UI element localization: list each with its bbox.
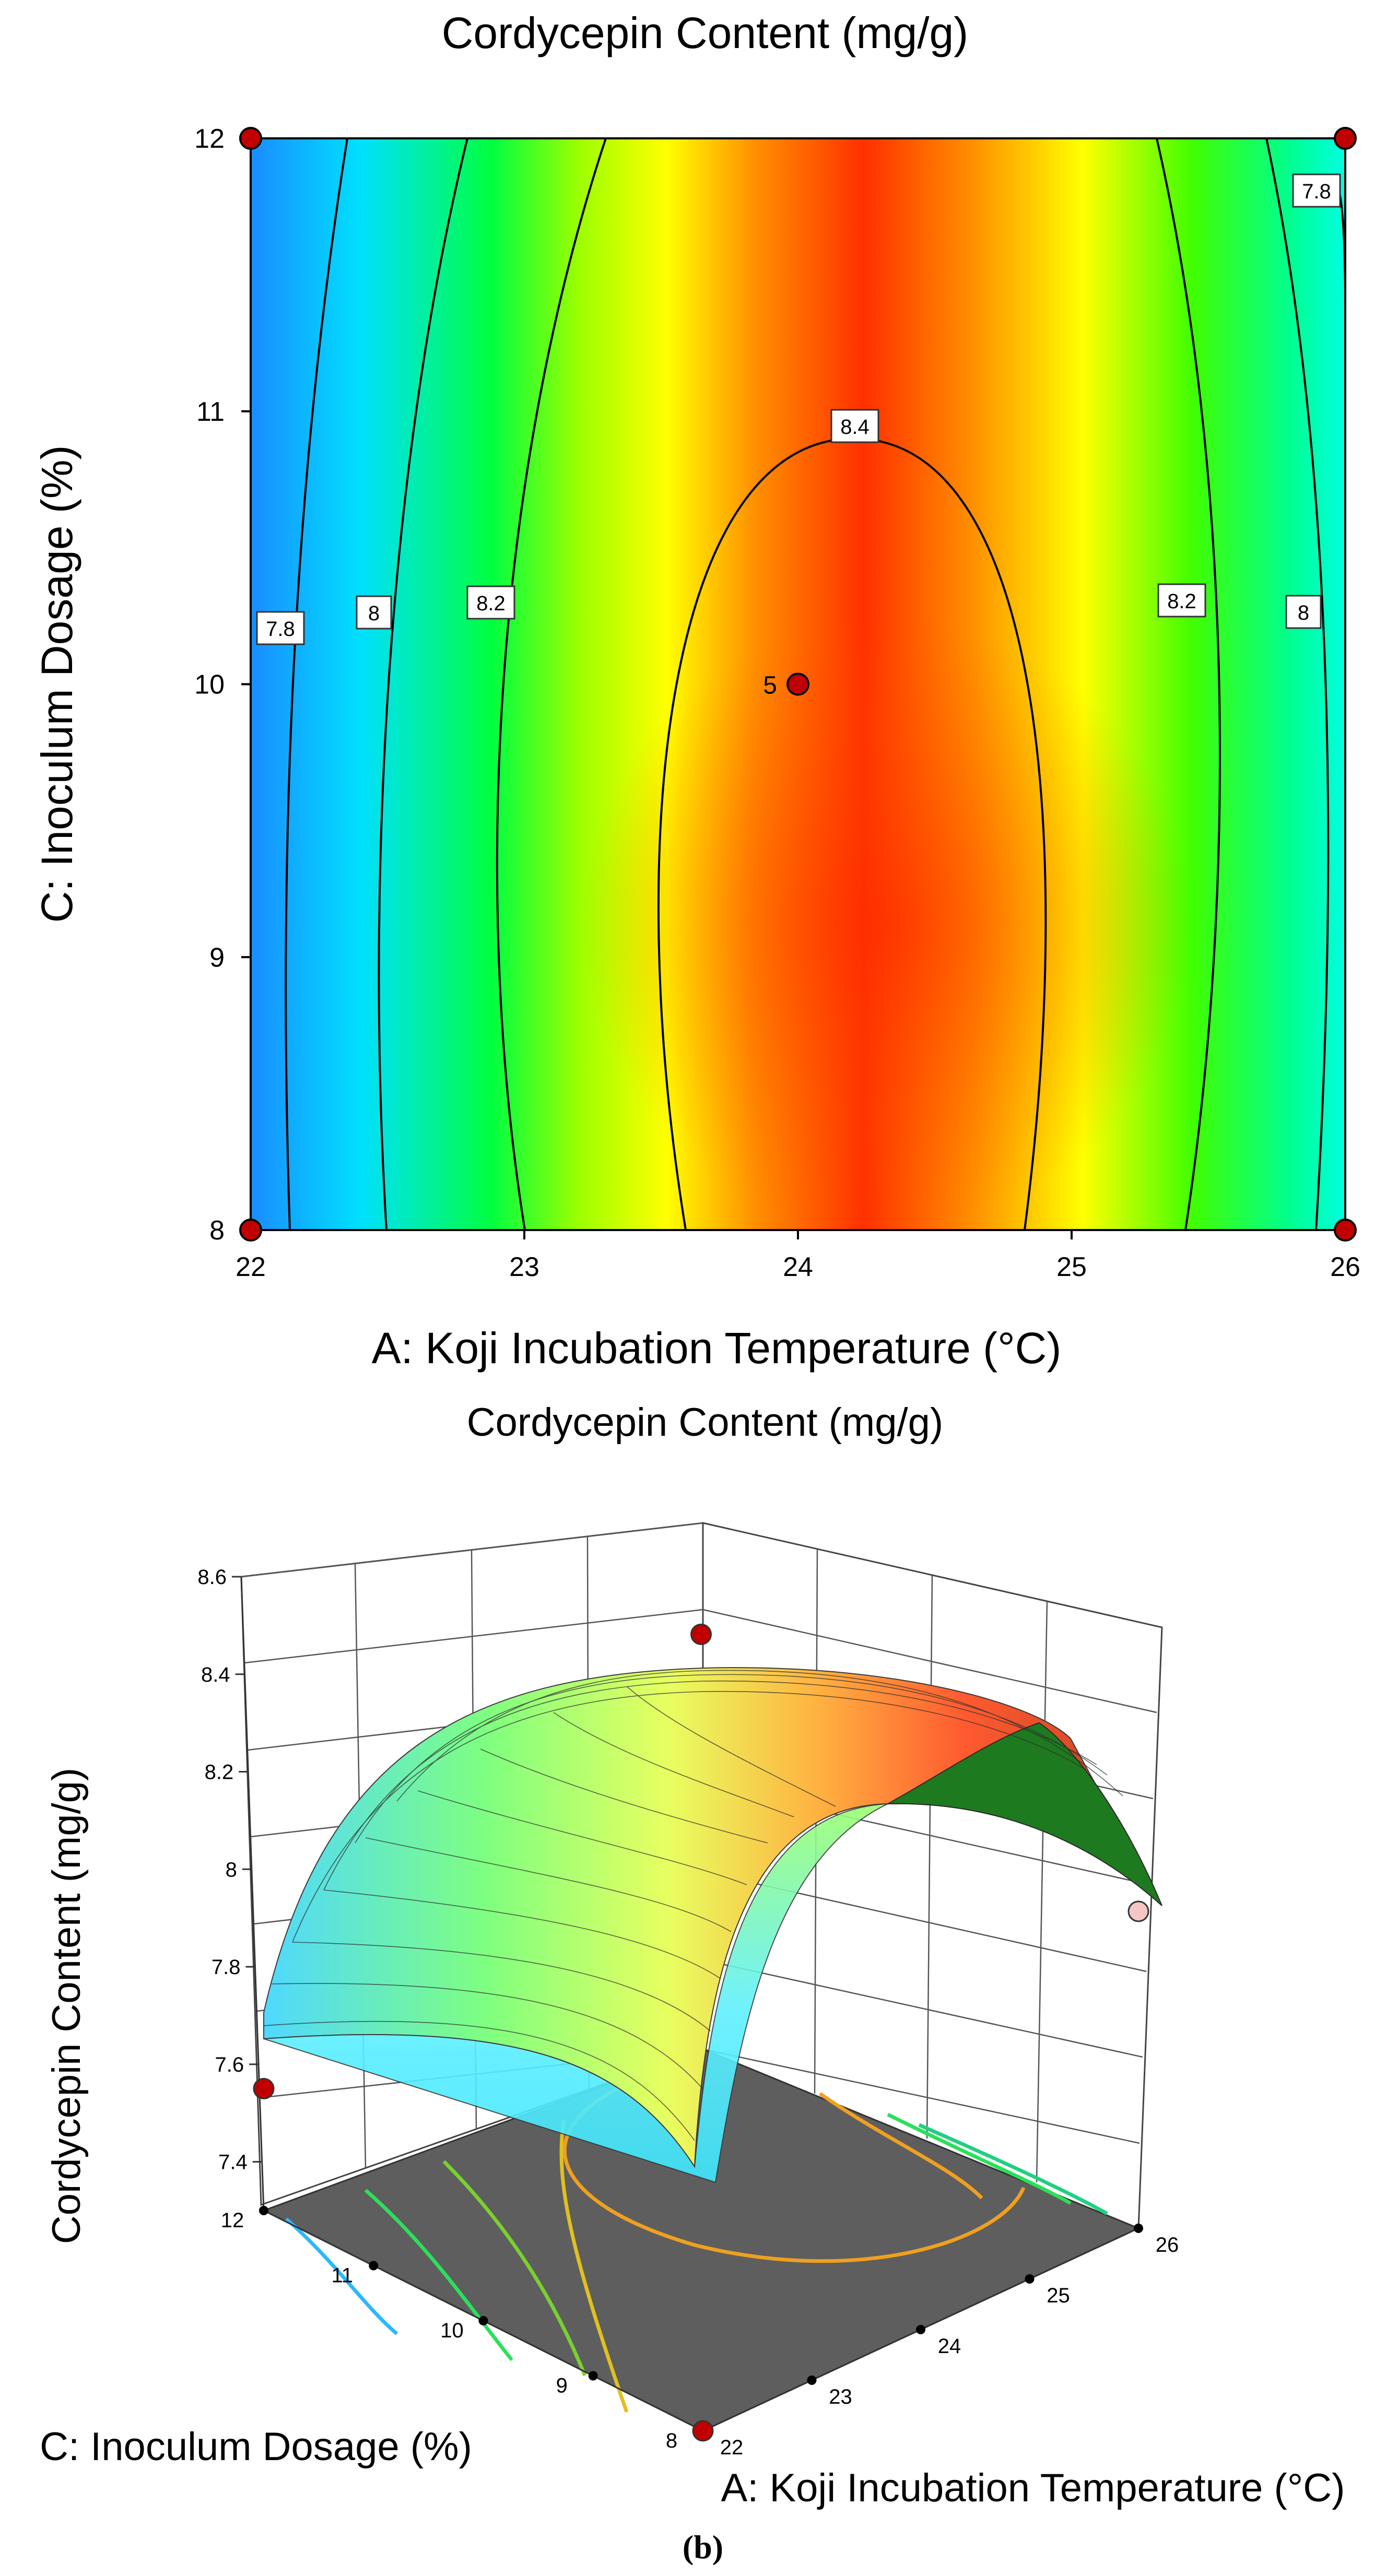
surface-c-tick-label: 10 xyxy=(440,2319,464,2342)
surface-a-tick-label: 24 xyxy=(938,2335,961,2358)
contour-label-8.4: 8.4 xyxy=(830,409,879,443)
surface-a-tick-label: 26 xyxy=(1156,2234,1179,2256)
surface-c-tick-mark xyxy=(478,2316,488,2325)
contour-label-8-right: 8 xyxy=(1285,595,1322,629)
contour-y-tick-label: 9 xyxy=(209,942,225,973)
surface-c-tick-label: 11 xyxy=(331,2264,353,2287)
contour-line-8-right xyxy=(1265,138,1330,1230)
contour-x-tick-label: 26 xyxy=(1330,1252,1360,1282)
surface-a-tick-mark xyxy=(1025,2274,1035,2284)
contour-design-point xyxy=(786,672,809,696)
contour-chart: Cordycepin Content (mg/g) 7.8 xyxy=(32,8,1360,1373)
surface-a-ticks: 22 23 24 25 26 xyxy=(698,2224,1179,2459)
surface-z-axis-label: Cordycepin Content (mg/g) xyxy=(44,1768,89,2244)
contour-design-point xyxy=(1334,1219,1357,1242)
surface-z-tick-label: 8.6 xyxy=(197,1566,227,1589)
surface-z-tick-label: 8.4 xyxy=(201,1663,230,1686)
contour-title: Cordycepin Content (mg/g) xyxy=(442,8,968,57)
svg-text:7.8: 7.8 xyxy=(1302,180,1331,203)
surface-design-points xyxy=(253,1623,1149,2442)
surface-right-underside xyxy=(887,1722,1162,1906)
contour-level-labels: 7.8 8 8.2 8.4 8.2 8 xyxy=(256,173,1341,645)
contour-y-tick-label: 10 xyxy=(194,670,225,700)
contour-label-8-left: 8 xyxy=(356,595,392,630)
contour-x-tick-label: 24 xyxy=(783,1252,813,1282)
surface-z-tick-label: 8 xyxy=(226,1858,237,1881)
surface-chart: Cordycepin Content (mg/g) xyxy=(40,1400,1345,2510)
response-surface xyxy=(263,1667,1162,2183)
svg-text:8.4: 8.4 xyxy=(840,416,870,439)
contour-label-8.2-left: 8.2 xyxy=(466,585,515,620)
surface-a-tick-mark xyxy=(916,2325,925,2334)
contour-y-tick-label: 8 xyxy=(209,1215,225,1246)
surface-c-tick-label: 8 xyxy=(666,2429,677,2452)
surface-design-point xyxy=(692,2420,714,2442)
contour-design-points: 5 xyxy=(239,127,1357,1242)
surface-z-tick-label: 7.8 xyxy=(212,1956,241,1979)
contour-line-8.2-right xyxy=(1156,138,1221,1230)
surface-c-axis-label: C: Inoculum Dosage (%) xyxy=(40,2425,472,2469)
surface-title: Cordycepin Content (mg/g) xyxy=(467,1400,943,1445)
contour-line-8.2-left xyxy=(496,138,607,1230)
surface-mesh xyxy=(263,1670,1123,2141)
surface-front-face xyxy=(263,1803,888,2183)
surface-design-point xyxy=(690,1623,712,1645)
surface-c-tick-mark xyxy=(369,2261,379,2271)
contour-label-7.8-left: 7.8 xyxy=(256,611,305,645)
svg-text:8.2: 8.2 xyxy=(476,592,506,615)
surface-z-tick-label: 7.6 xyxy=(215,2053,244,2076)
surface-a-tick-mark xyxy=(1134,2224,1143,2233)
surface-a-tick-label: 25 xyxy=(1047,2284,1070,2307)
surface-a-tick-mark xyxy=(807,2376,817,2385)
surface-a-tick-label: 22 xyxy=(720,2436,744,2459)
surface-c-tick-mark xyxy=(588,2371,598,2381)
figure-caption: (b) xyxy=(683,2528,723,2566)
contour-y-ticks: 8 9 10 11 12 xyxy=(194,124,251,1246)
svg-text:8.2: 8.2 xyxy=(1167,590,1196,613)
surface-c-tick-label: 9 xyxy=(556,2374,568,2397)
contour-line-7.8-left xyxy=(285,138,348,1230)
contour-design-point xyxy=(239,1219,262,1242)
contour-point-replicate-label: 5 xyxy=(763,672,777,700)
contour-y-tick-label: 12 xyxy=(194,124,225,154)
contour-x-axis-label: A: Koji Incubation Temperature (°C) xyxy=(372,1324,1062,1373)
contour-y-tick-label: 11 xyxy=(196,397,225,427)
surface-a-tick-label: 23 xyxy=(829,2385,852,2408)
contour-design-point xyxy=(1334,127,1357,150)
surface-z-ticks: 7.4 7.6 7.8 8 8.2 8.4 8.6 xyxy=(197,1566,262,2174)
surface-c-tick-label: 12 xyxy=(221,2209,244,2232)
svg-text:7.8: 7.8 xyxy=(266,618,295,641)
contour-label-7.8-right: 7.8 xyxy=(1292,173,1341,208)
surface-design-point xyxy=(1127,1900,1149,1922)
surface-design-point xyxy=(253,2078,275,2100)
surface-c-tick-mark xyxy=(259,2206,268,2215)
contour-x-ticks: 22 23 24 25 26 xyxy=(236,1230,1360,1282)
contour-design-point xyxy=(239,127,262,150)
surface-z-tick-label: 8.2 xyxy=(205,1761,234,1784)
contour-x-tick-label: 22 xyxy=(236,1252,266,1282)
contour-x-tick-label: 23 xyxy=(509,1252,539,1282)
svg-text:8: 8 xyxy=(1298,601,1309,624)
contour-x-tick-label: 25 xyxy=(1056,1252,1087,1282)
svg-text:8: 8 xyxy=(368,602,380,625)
surface-a-axis-label: A: Koji Incubation Temperature (°C) xyxy=(721,2466,1345,2510)
contour-label-8.2-right: 8.2 xyxy=(1157,583,1206,618)
contour-y-axis-label: C: Inoculum Dosage (%) xyxy=(32,445,81,923)
contour-line-8-left xyxy=(378,138,468,1230)
surface-z-tick-label: 7.4 xyxy=(218,2151,248,2174)
